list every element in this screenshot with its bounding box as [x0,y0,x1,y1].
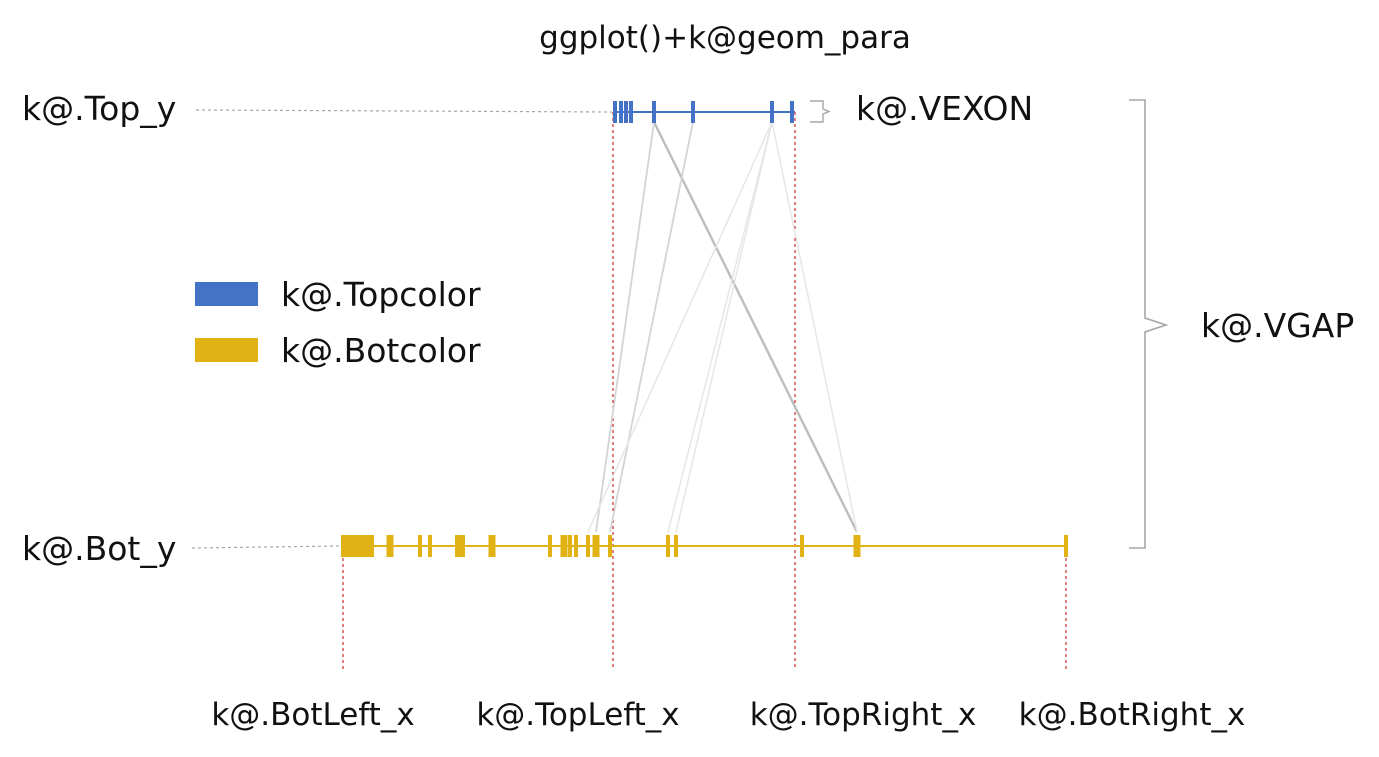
bottom-mark [356,535,360,557]
bot-y-label: k@.Bot_y [22,529,176,568]
link-line [595,121,655,533]
bottom-mark [666,535,670,557]
link-line [675,121,773,533]
top-mark [613,101,617,123]
top-mark [619,101,623,123]
legend-label-bot: k@.Botcolor [281,331,481,370]
bottom-mark [853,535,861,557]
legend-label-top: k@.Topcolor [281,275,481,314]
link-line [771,121,858,533]
bottom-mark [800,535,804,557]
bottom-mark [608,535,612,557]
vgap-label: k@.VGAP [1201,306,1354,345]
top-right-x-label: k@.TopRight_x [750,697,977,733]
bottom-mark [341,535,345,557]
bottom-mark [560,535,568,557]
top-mark [624,101,628,123]
link-line [652,121,859,533]
bot-y-guide [191,545,343,549]
diagram-title: ggplot()+k@geom_para [539,20,911,56]
top-mark [629,101,633,123]
x-guides [342,112,1067,670]
vexon-label: k@.VEXON [856,89,1033,128]
bottom-mark [592,535,600,557]
top-mark [770,101,774,123]
top-y-label: k@.Top_y [22,89,176,128]
top-left-x-label: k@.TopLeft_x [476,697,679,733]
bottom-mark [428,535,432,557]
bottom-mark [574,535,578,557]
vexon-bracket [810,100,831,123]
bottom-mark [418,535,422,557]
top-mark [652,101,656,123]
bot-left-x-label: k@.BotLeft_x [211,697,414,733]
bottom-mark [1064,535,1068,557]
top-track [613,101,795,123]
vgap-bracket [1129,99,1169,549]
bottom-mark [455,535,465,557]
top-mark [790,101,794,123]
bottom-track [341,535,1068,557]
link-line [587,121,773,533]
link-line [667,121,773,533]
bot-right-x-label: k@.BotRight_x [1019,697,1246,733]
bottom-mark [548,535,552,557]
bottom-mark [586,535,590,557]
top-y-guide [195,109,613,113]
bottom-mark [364,535,368,557]
link-line [609,121,694,533]
link-layer [587,121,859,533]
bottom-mark [674,535,678,557]
bottom-mark [386,535,394,557]
bottom-mark [488,535,496,557]
bottom-mark [568,535,572,557]
legend-swatch-top [195,282,258,306]
top-mark [691,101,695,123]
legend-swatch-bot [195,338,258,362]
